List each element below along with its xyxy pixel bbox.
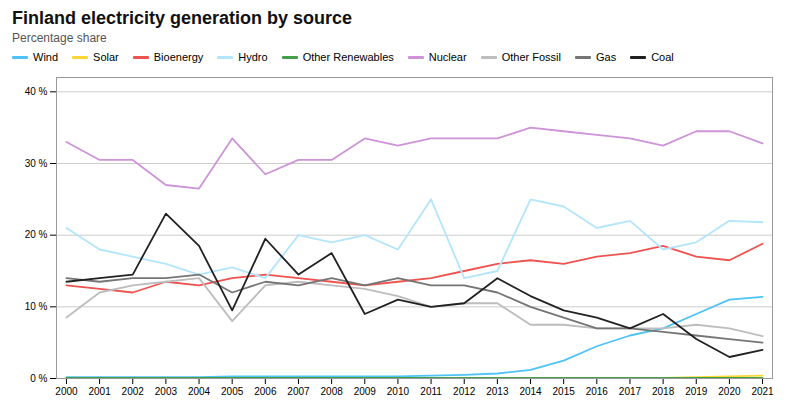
svg-text:2021: 2021 bbox=[751, 386, 774, 397]
html-text:Solar: Solar bbox=[93, 51, 119, 63]
svg-text:30 %: 30 % bbox=[25, 158, 48, 169]
svg-text:2011: 2011 bbox=[420, 386, 442, 397]
html-text:Other Renewables: Other Renewables bbox=[302, 51, 394, 63]
svg-text:20 %: 20 % bbox=[25, 229, 48, 240]
html-text:Nuclear: Nuclear bbox=[428, 51, 467, 63]
html-text:Bioenergy: Bioenergy bbox=[153, 51, 204, 63]
svg-text:2008: 2008 bbox=[321, 386, 344, 397]
svg-text:2005: 2005 bbox=[221, 386, 244, 397]
svg-text:2014: 2014 bbox=[519, 386, 542, 397]
svg-text:2003: 2003 bbox=[155, 386, 178, 397]
svg-text:2012: 2012 bbox=[453, 386, 476, 397]
svg-text:2001: 2001 bbox=[88, 386, 111, 397]
html-text:Other Fossil: Other Fossil bbox=[501, 51, 561, 63]
html-text:Percentage share: Percentage share bbox=[12, 31, 107, 45]
svg-text:2017: 2017 bbox=[619, 386, 642, 397]
svg-text:2020: 2020 bbox=[718, 386, 741, 397]
svg-text:2000: 2000 bbox=[55, 386, 78, 397]
svg-text:2002: 2002 bbox=[122, 386, 145, 397]
html-text:Wind: Wind bbox=[33, 51, 59, 63]
svg-text:2009: 2009 bbox=[354, 386, 377, 397]
svg-text:0 %: 0 % bbox=[30, 373, 47, 384]
svg-text:2016: 2016 bbox=[586, 386, 609, 397]
svg-text:40 %: 40 % bbox=[25, 86, 48, 97]
svg-text:2006: 2006 bbox=[254, 386, 277, 397]
html-text:Gas: Gas bbox=[596, 51, 617, 63]
svg-text:2010: 2010 bbox=[387, 386, 410, 397]
svg-text:2019: 2019 bbox=[685, 386, 708, 397]
svg-text:2015: 2015 bbox=[553, 386, 576, 397]
svg-text:2007: 2007 bbox=[287, 386, 310, 397]
svg-text:2018: 2018 bbox=[652, 386, 675, 397]
svg-text:2004: 2004 bbox=[188, 386, 211, 397]
svg-text:10 %: 10 % bbox=[25, 301, 48, 312]
html-text:Finland electricity generation: Finland electricity generation by source bbox=[12, 8, 353, 28]
svg-text:2013: 2013 bbox=[486, 386, 509, 397]
html-text:Hydro: Hydro bbox=[238, 51, 268, 63]
html-text:Coal: Coal bbox=[651, 51, 674, 63]
